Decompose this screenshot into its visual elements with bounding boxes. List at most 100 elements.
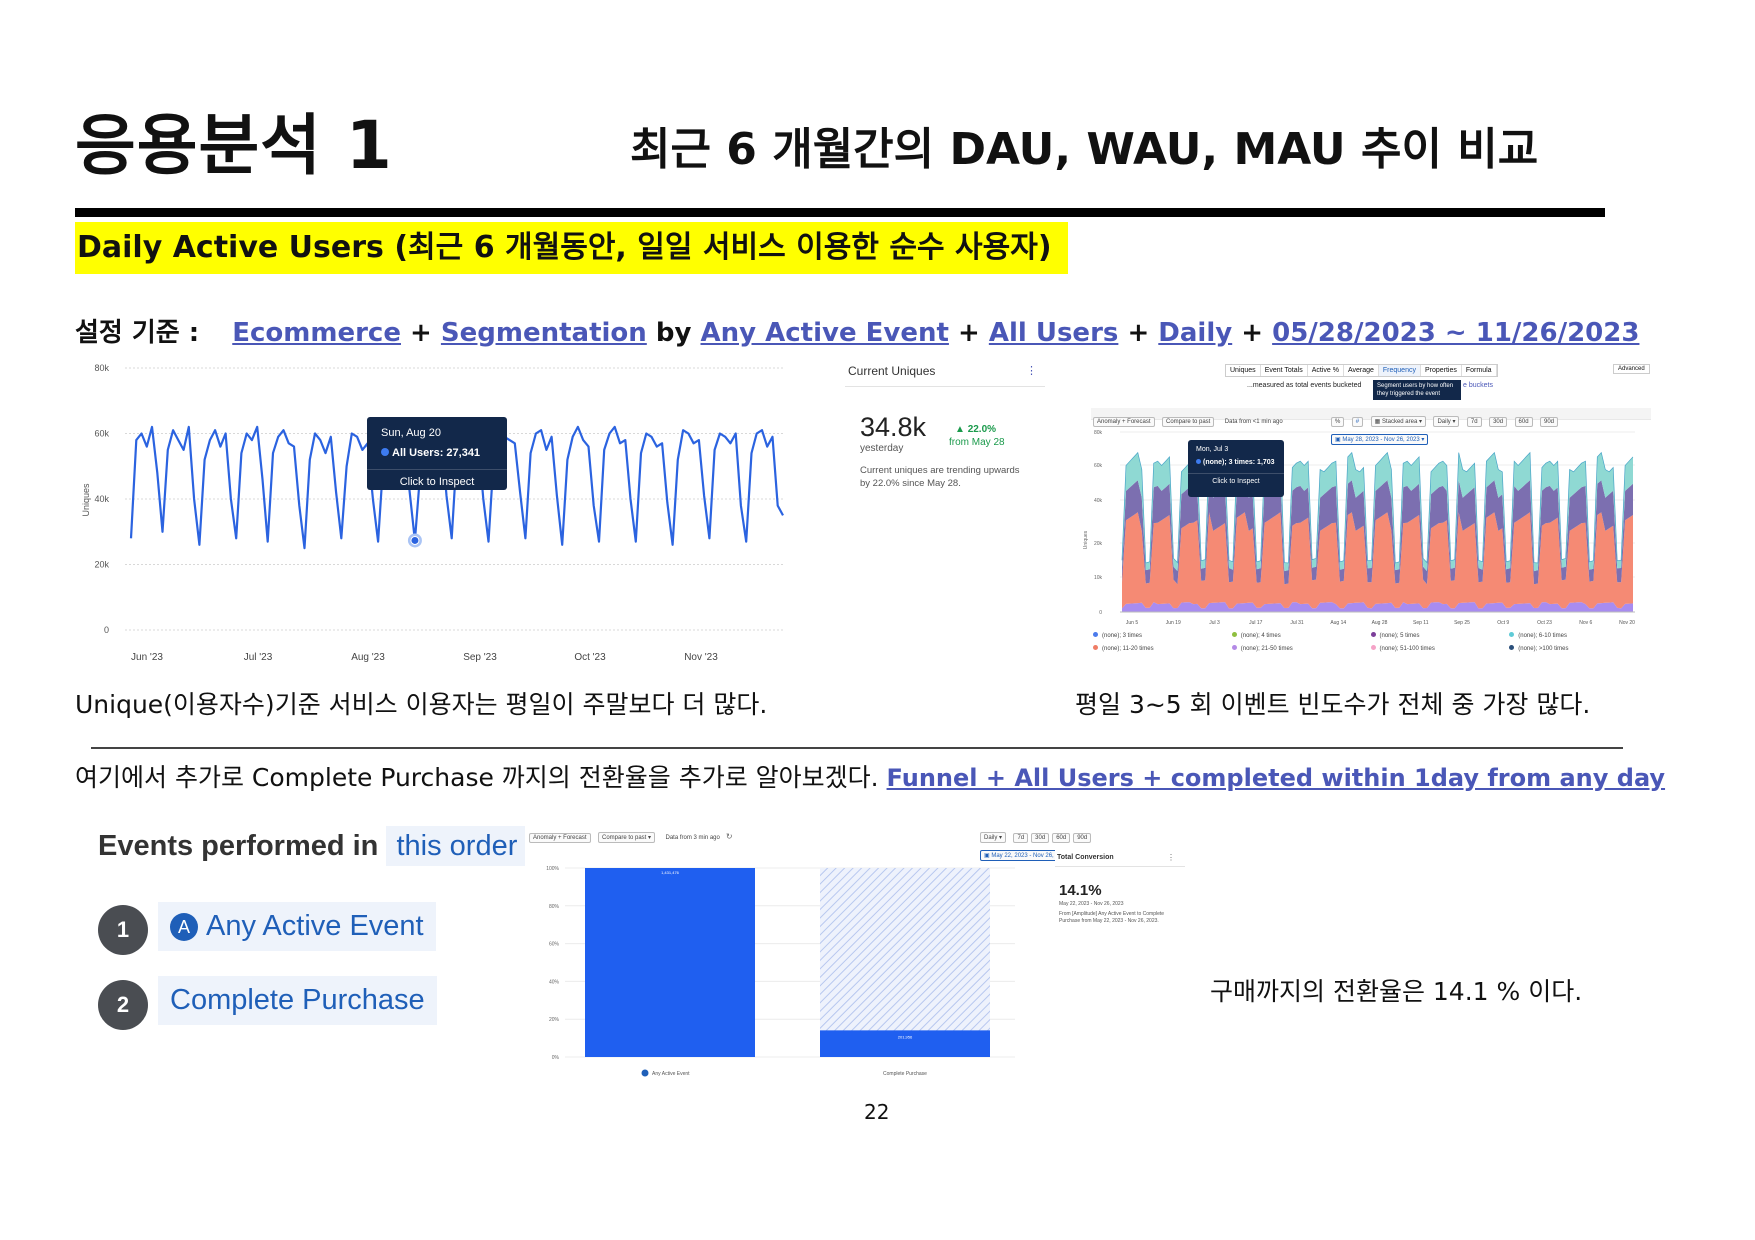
metric-tab-uniques[interactable]: Uniques — [1226, 365, 1261, 376]
anomaly-button[interactable]: Anomaly + Forecast — [1093, 417, 1155, 427]
more-menu-icon[interactable]: ⋮ — [1026, 365, 1037, 377]
refresh-icon[interactable]: ↻ — [725, 832, 733, 841]
chart-toolbar-right: % # ▦ Stacked area ▾ Daily ▾ 7d 30d 60d … — [1331, 410, 1655, 446]
funnel-link[interactable]: Funnel + All Users + completed within 1d… — [886, 764, 1666, 792]
data-freshness: Data from <1 min ago — [1224, 419, 1283, 425]
legend-item[interactable]: (none); 3 times — [1093, 632, 1232, 639]
legend-item[interactable]: (none); 11-20 times — [1093, 645, 1232, 652]
legend-item[interactable]: (none); 6-10 times — [1509, 632, 1648, 639]
legend-item[interactable]: (none); 5 times — [1370, 632, 1510, 639]
legend-item[interactable]: (none); 4 times — [1231, 632, 1371, 639]
x-tick-label: Nov 6 — [1579, 620, 1592, 626]
percent-toggle[interactable]: % — [1331, 417, 1345, 427]
calendar-icon: ▣ — [984, 853, 992, 859]
compare-button[interactable]: Compare to past — [1161, 417, 1215, 427]
current-uniques-value: 34.8k — [860, 412, 927, 442]
link-segmentation[interactable]: Segmentation — [440, 318, 647, 348]
plus-sign: + — [1241, 318, 1264, 348]
date-range-picker[interactable]: ▣ May 28, 2023 - Nov 26, 2023 ▾ — [1331, 434, 1429, 445]
tooltip-inspect[interactable]: Click to Inspect — [367, 469, 507, 488]
x-tick-label: Jul 17 — [1249, 620, 1263, 626]
current-uniques-title: Current Uniques — [845, 360, 1045, 387]
link-users[interactable]: All Users — [988, 318, 1119, 348]
buckets-link[interactable]: e buckets — [1463, 382, 1493, 389]
legend-label: (none); 11-20 times — [1102, 646, 1154, 652]
range-90d[interactable]: 90d — [1073, 833, 1092, 843]
x-tick-label: Aug 14 — [1330, 620, 1346, 626]
dau-line-chart: 0 20k 40k 60k 80k Uniques Jun '23 Jul '23 Aug '2… — [81, 363, 785, 663]
caption-dau: Unique(이용자수)기준 서비스 이용자는 평일이 주말보다 더 많다. — [75, 690, 768, 719]
y-tick-label: 100% — [546, 866, 559, 872]
legend-label: (none); >100 times — [1518, 646, 1569, 652]
metric-tab-properties[interactable]: Properties — [1421, 365, 1462, 376]
series-dot-icon — [381, 448, 389, 456]
x-tick-label: Jul 3 — [1209, 620, 1220, 626]
legend-item[interactable]: (none); 21-50 times — [1231, 645, 1371, 652]
y-tick-label: 60% — [549, 942, 560, 948]
y-axis-label: Uniques — [1083, 530, 1089, 549]
metric-tab-average[interactable]: Average — [1344, 365, 1379, 376]
change-since: from May 28 — [949, 437, 1005, 448]
stacked-area-icon: ▦ — [1374, 419, 1382, 425]
range-7d[interactable]: 7d — [1013, 833, 1029, 843]
amplitude-logo-icon: A — [170, 913, 198, 942]
range-90d[interactable]: 90d — [1540, 417, 1559, 427]
caption-conversion: 구매까지의 전환율은 14.1 % 이다. — [1210, 977, 1583, 1006]
config-label: 설정 기준 : — [75, 318, 200, 348]
y-tick-label: 0 — [104, 625, 109, 635]
compare-button[interactable]: Compare to past ▾ — [597, 832, 656, 843]
range-60d[interactable]: 60d — [1514, 417, 1533, 427]
bar-dropoff-complete-purchase — [820, 868, 990, 1057]
range-7d[interactable]: 7d — [1466, 417, 1482, 427]
plus-sign: + — [1127, 318, 1150, 348]
y-tick-label: 40% — [549, 979, 560, 985]
legend-swatch — [1093, 645, 1098, 650]
frequency-tab-tooltip: Segment users by how often they triggere… — [1373, 380, 1461, 400]
title-divider — [75, 208, 1605, 217]
link-interval[interactable]: Daily — [1158, 318, 1233, 348]
anomaly-button[interactable]: Anomaly + Forecast — [529, 833, 591, 843]
funnel-intro-line: 여기에서 추가로 Complete Purchase 까지의 전환율을 추가로 … — [75, 758, 1665, 794]
order-select[interactable]: this order — [386, 826, 528, 866]
metric-tab-frequency[interactable]: Frequency — [1378, 365, 1421, 376]
range-30d[interactable]: 30d — [1031, 833, 1050, 843]
legend-swatch — [1231, 632, 1237, 637]
advanced-button[interactable]: Advanced — [1613, 364, 1650, 374]
legend-label: (none); 5 times — [1379, 633, 1420, 639]
step-event-2[interactable]: Complete Purchase — [158, 976, 437, 1025]
step-event-1[interactable]: A Any Active Event — [158, 902, 436, 951]
legend-item[interactable]: (none); >100 times — [1509, 645, 1648, 652]
freq-tooltip: Mon, Jul 3 (none); 3 times: 1,703 Click … — [1188, 440, 1284, 497]
funnel-events-panel: Events performed in this order 1 A Any Ac… — [80, 826, 540, 1045]
events-heading-text: Events performed in — [98, 830, 379, 862]
legend-item[interactable]: (none); 51-100 times — [1370, 645, 1510, 652]
freq-tooltip-inspect[interactable]: Click to Inspect — [1188, 473, 1284, 485]
more-menu-icon[interactable]: ⋮ — [1167, 853, 1175, 862]
legend-label: (none); 3 times — [1102, 633, 1143, 639]
link-event[interactable]: Any Active Event — [700, 318, 949, 348]
metric-tab-formula[interactable]: Formula — [1462, 365, 1497, 376]
range-60d[interactable]: 60d — [1052, 833, 1071, 843]
config-line: 설정 기준 : Ecommerce + Segmentation by Any … — [75, 312, 1639, 349]
interval-select[interactable]: Daily ▾ — [1433, 416, 1460, 427]
metric-tab-event-totals[interactable]: Event Totals — [1261, 365, 1308, 376]
layer-5-times — [1122, 480, 1633, 585]
hash-toggle[interactable]: # — [1351, 417, 1364, 427]
layer-3-times — [1122, 602, 1633, 612]
caption-frequency: 평일 3~5 회 이벤트 빈도수가 전체 중 가장 많다. — [1075, 690, 1591, 719]
y-tick-label: 40k — [94, 494, 109, 504]
x-tick-label: Oct 23 — [1537, 620, 1552, 626]
link-date-range[interactable]: 05/28/2023 ~ 11/26/2023 — [1272, 318, 1640, 348]
frequency-chart-panel: Uniques Event Totals Active % Average Freque… — [1075, 360, 1655, 670]
link-ecommerce[interactable]: Ecommerce — [232, 318, 401, 348]
y-tick-label: 20% — [549, 1017, 560, 1023]
y-tick-label: 80% — [549, 904, 560, 910]
x-tick-label: Jun 19 — [1166, 620, 1181, 626]
y-tick-label: 0% — [552, 1055, 560, 1061]
range-30d[interactable]: 30d — [1489, 417, 1508, 427]
chart-mode-select[interactable]: ▦ Stacked area ▾ — [1370, 416, 1426, 427]
interval-select[interactable]: Daily ▾ — [980, 832, 1007, 843]
frequency-legend: (none); 3 times (none); 4 times (none); 5 … — [1093, 632, 1648, 658]
current-uniques-panel: Current Uniques ⋮ 34.8k ▲ 22.0% from May… — [845, 360, 1045, 500]
metric-tab-active-[interactable]: Active % — [1308, 365, 1344, 376]
